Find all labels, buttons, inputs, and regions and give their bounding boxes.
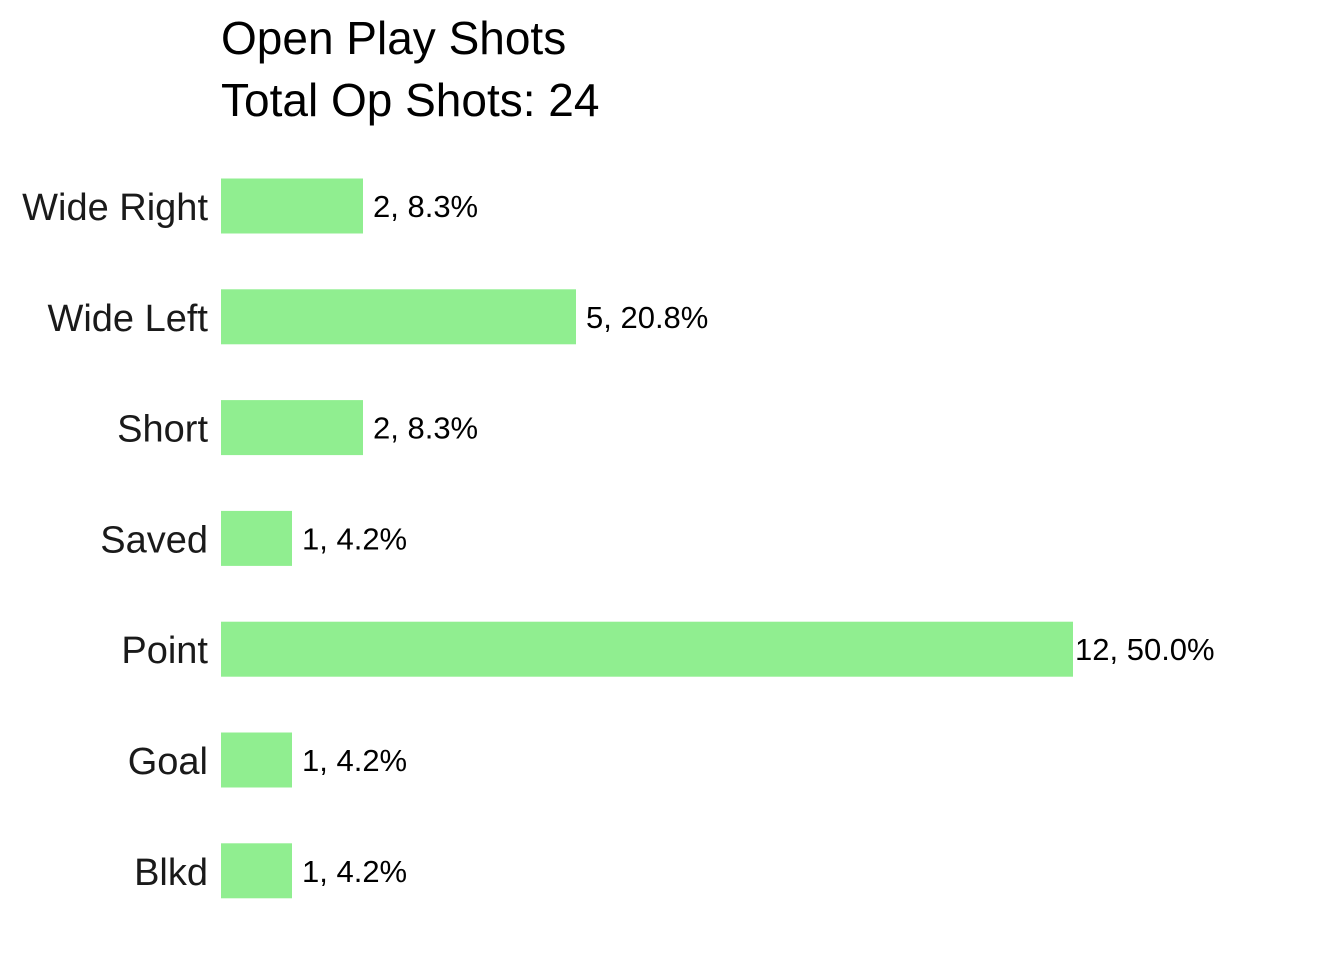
category-label: Blkd [134, 852, 208, 894]
bar [221, 178, 363, 234]
category-axis-labels: Wide Right Wide Left Short Saved Point Goal Bl… [22, 187, 208, 894]
bar [221, 400, 363, 456]
data-label: 2, 8.3% [373, 411, 478, 446]
bar [221, 843, 292, 899]
bar-series [221, 178, 1073, 899]
category-label: Goal [128, 741, 208, 783]
data-label: 12, 50.0% [1075, 632, 1215, 667]
category-label: Short [117, 409, 208, 451]
data-label: 1, 4.2% [302, 521, 407, 556]
data-label: 5, 20.8% [586, 300, 708, 335]
chart-title: Open Play Shots [221, 12, 566, 64]
bar [221, 289, 576, 345]
data-label: 2, 8.3% [373, 189, 478, 224]
category-label: Saved [100, 519, 208, 561]
bar [221, 621, 1073, 677]
category-label: Wide Right [22, 187, 208, 229]
category-label: Point [121, 630, 208, 672]
data-label: 1, 4.2% [302, 854, 407, 889]
bar [221, 732, 292, 788]
bar [221, 510, 292, 566]
category-label: Wide Left [47, 298, 208, 340]
data-label: 1, 4.2% [302, 743, 407, 778]
data-labels: 2, 8.3% 5, 20.8% 2, 8.3% 1, 4.2% 12, 50.0% 1,… [302, 189, 1215, 889]
chart-subtitle: Total Op Shots: 24 [221, 74, 599, 126]
